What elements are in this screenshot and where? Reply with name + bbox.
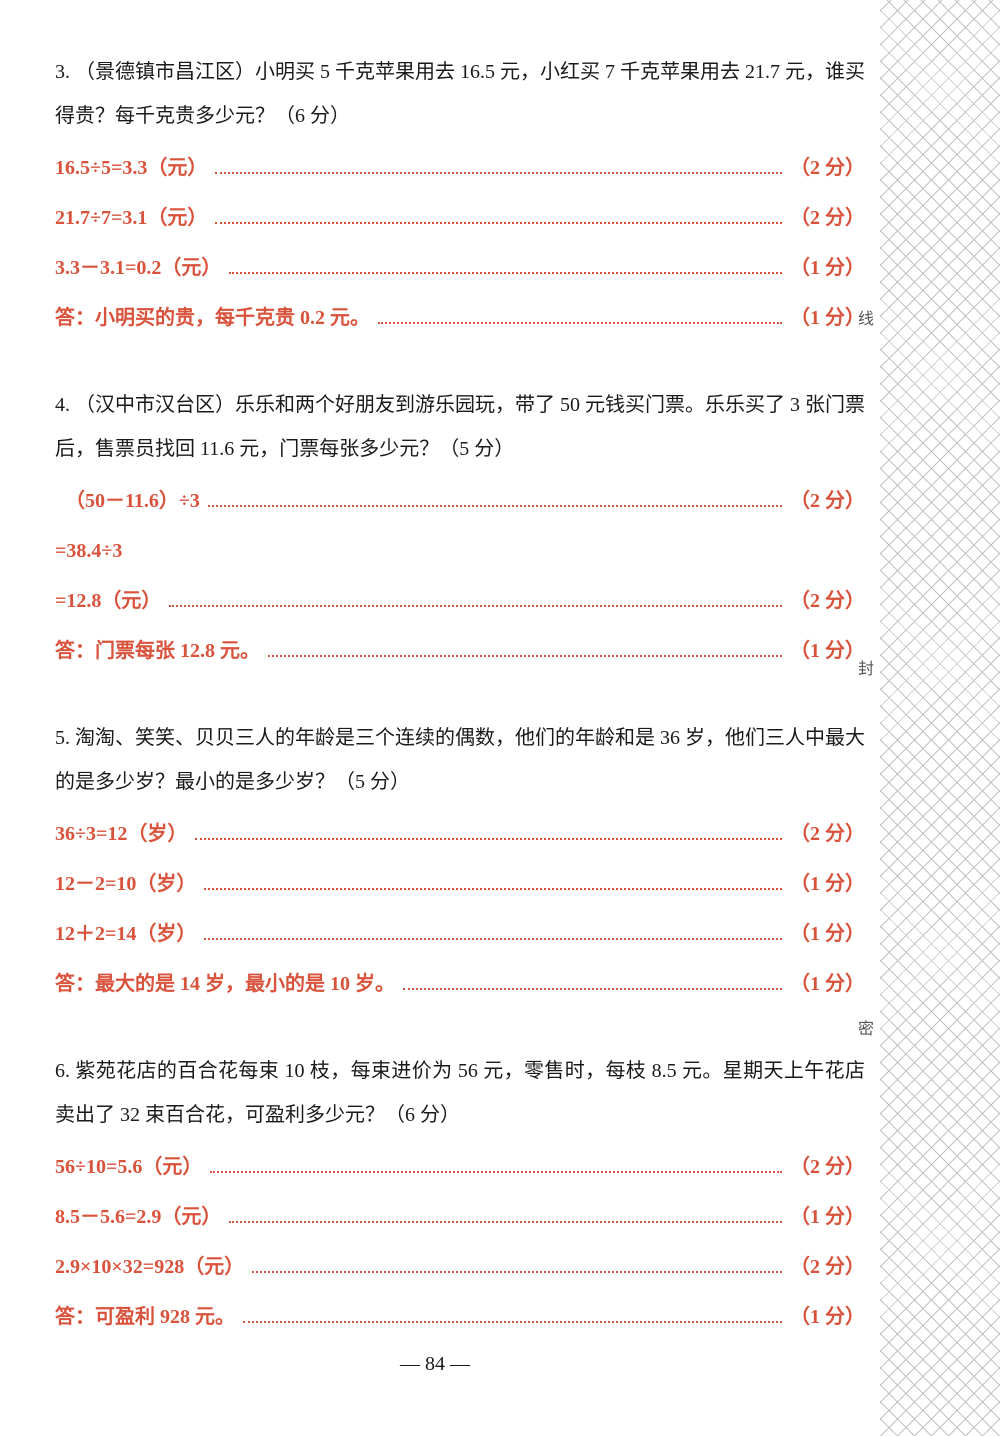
- problem-question-text: （汉中市汉台区）乐乐和两个好朋友到游乐园玩，带了 50 元钱买门票。乐乐买了 3…: [55, 394, 865, 460]
- answer-text: 8.5－5.6=2.9（元）: [55, 1197, 221, 1237]
- answer-points: （1 分）: [790, 964, 865, 1004]
- problem-number: 6.: [55, 1060, 70, 1082]
- problem-question: 5. 淘淘、笑笑、贝贝三人的年龄是三个连续的偶数，他们的年龄和是 36 岁，他们…: [55, 716, 865, 804]
- problem-question-text: 淘淘、笑笑、贝贝三人的年龄是三个连续的偶数，他们的年龄和是 36 岁，他们三人中…: [55, 727, 865, 793]
- dots: [229, 272, 782, 274]
- answer-points: （2 分）: [790, 581, 865, 621]
- dots: [243, 1321, 782, 1323]
- dots: [252, 1271, 782, 1273]
- side-label-line: 线: [851, 310, 875, 326]
- dots: [215, 172, 782, 174]
- decorative-border: [880, 0, 1000, 1436]
- answer-text: 12－2=10（岁）: [55, 864, 196, 904]
- content-area: 3. （景德镇市昌江区）小明买 5 千克苹果用去 16.5 元，小红买 7 千克…: [55, 50, 865, 1337]
- answer-line: 12＋2=14（岁） （1 分）: [55, 914, 865, 954]
- answer-line: 答：可盈利 928 元。 （1 分）: [55, 1297, 865, 1337]
- answer-text: 2.9×10×32=928（元）: [55, 1247, 244, 1287]
- problem-question: 4. （汉中市汉台区）乐乐和两个好朋友到游乐园玩，带了 50 元钱买门票。乐乐买…: [55, 383, 865, 471]
- answer-line: =38.4÷3: [55, 531, 865, 571]
- answer-points: （2 分）: [790, 814, 865, 854]
- problem-3: 3. （景德镇市昌江区）小明买 5 千克苹果用去 16.5 元，小红买 7 千克…: [55, 50, 865, 338]
- answer-text: 56÷10=5.6（元）: [55, 1147, 202, 1187]
- problem-question: 3. （景德镇市昌江区）小明买 5 千克苹果用去 16.5 元，小红买 7 千克…: [55, 50, 865, 138]
- problem-number: 5.: [55, 727, 70, 749]
- answer-line: =12.8（元） （2 分）: [55, 581, 865, 621]
- answer-text: （50－11.6）÷3: [55, 481, 200, 521]
- problem-number: 3.: [55, 61, 70, 83]
- answer-line: 56÷10=5.6（元） （2 分）: [55, 1147, 865, 1187]
- dots: [215, 222, 782, 224]
- answer-points: （2 分）: [790, 481, 865, 521]
- side-label-seal: 封: [851, 660, 875, 676]
- answer-text: 答：小明买的贵，每千克贵 0.2 元。: [55, 298, 370, 338]
- answer-text: 答：门票每张 12.8 元。: [55, 631, 260, 671]
- answer-line: 答：最大的是 14 岁，最小的是 10 岁。 （1 分）: [55, 964, 865, 1004]
- problem-question-text: 紫苑花店的百合花每束 10 枝，每束进价为 56 元，零售时，每枝 8.5 元。…: [55, 1060, 865, 1126]
- answer-text: 答：最大的是 14 岁，最小的是 10 岁。: [55, 964, 395, 1004]
- problem-6: 6. 紫苑花店的百合花每束 10 枝，每束进价为 56 元，零售时，每枝 8.5…: [55, 1049, 865, 1337]
- side-label-secret: 密: [851, 1020, 875, 1036]
- answer-points: （1 分）: [790, 914, 865, 954]
- answer-text: 12＋2=14（岁）: [55, 914, 196, 954]
- answer-text: 36÷3=12（岁）: [55, 814, 187, 854]
- answer-line: 21.7÷7=3.1（元） （2 分）: [55, 198, 865, 238]
- problem-4: 4. （汉中市汉台区）乐乐和两个好朋友到游乐园玩，带了 50 元钱买门票。乐乐买…: [55, 383, 865, 671]
- dots: [403, 988, 782, 990]
- answer-text: 16.5÷5=3.3（元）: [55, 148, 207, 188]
- answer-points: （1 分）: [790, 248, 865, 288]
- page-number: — 84 —: [0, 1353, 870, 1376]
- answer-text: =38.4÷3: [55, 531, 122, 571]
- answer-line: 2.9×10×32=928（元） （2 分）: [55, 1247, 865, 1287]
- answer-line: 答：小明买的贵，每千克贵 0.2 元。 （1 分）: [55, 298, 865, 338]
- dots: [204, 938, 782, 940]
- dots: [208, 505, 782, 507]
- answer-points: （2 分）: [790, 1147, 865, 1187]
- dots: [210, 1171, 782, 1173]
- answer-line: 8.5－5.6=2.9（元） （1 分）: [55, 1197, 865, 1237]
- dots: [268, 655, 782, 657]
- answer-line: 36÷3=12（岁） （2 分）: [55, 814, 865, 854]
- dots: [169, 605, 782, 607]
- dots: [204, 888, 782, 890]
- answer-text: 答：可盈利 928 元。: [55, 1297, 235, 1337]
- problem-question: 6. 紫苑花店的百合花每束 10 枝，每束进价为 56 元，零售时，每枝 8.5…: [55, 1049, 865, 1137]
- answer-points: （2 分）: [790, 1247, 865, 1287]
- answer-text: 21.7÷7=3.1（元）: [55, 198, 207, 238]
- problem-number: 4.: [55, 394, 70, 416]
- answer-points: （2 分）: [790, 198, 865, 238]
- answer-points: （1 分）: [790, 1297, 865, 1337]
- answer-line: （50－11.6）÷3 （2 分）: [55, 481, 865, 521]
- answer-text: =12.8（元）: [55, 581, 161, 621]
- answer-line: 3.3－3.1=0.2（元） （1 分）: [55, 248, 865, 288]
- answer-points: （2 分）: [790, 148, 865, 188]
- dots: [229, 1221, 782, 1223]
- answer-line: 16.5÷5=3.3（元） （2 分）: [55, 148, 865, 188]
- answer-points: （1 分）: [790, 1197, 865, 1237]
- answer-points: （1 分）: [790, 864, 865, 904]
- answer-line: 12－2=10（岁） （1 分）: [55, 864, 865, 904]
- answer-line: 答：门票每张 12.8 元。 （1 分）: [55, 631, 865, 671]
- problem-question-text: （景德镇市昌江区）小明买 5 千克苹果用去 16.5 元，小红买 7 千克苹果用…: [55, 61, 865, 127]
- dots: [195, 838, 782, 840]
- problem-5: 5. 淘淘、笑笑、贝贝三人的年龄是三个连续的偶数，他们的年龄和是 36 岁，他们…: [55, 716, 865, 1004]
- answer-text: 3.3－3.1=0.2（元）: [55, 248, 221, 288]
- dots: [378, 322, 782, 324]
